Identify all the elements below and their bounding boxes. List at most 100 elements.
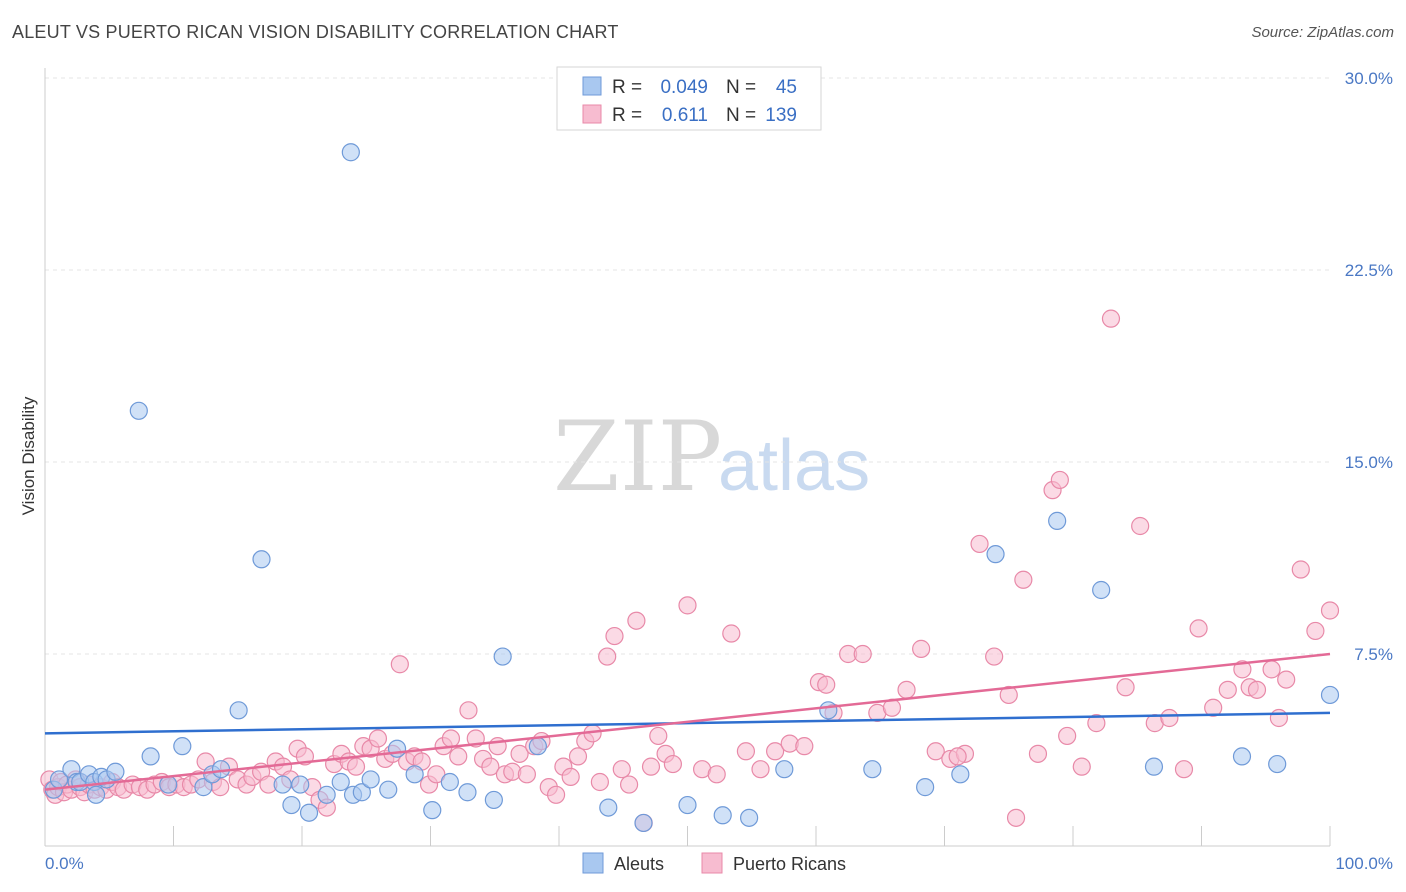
data-point-puerto-ricans <box>912 639 931 658</box>
series-puerto-ricans <box>40 309 1340 833</box>
data-point-aleuts <box>1320 685 1340 705</box>
data-point-aleuts <box>951 765 970 784</box>
data-point-aleuts <box>194 778 213 797</box>
data-point-aleuts <box>252 550 271 569</box>
data-point-puerto-ricans <box>970 534 989 554</box>
data-point-puerto-ricans <box>368 729 388 748</box>
data-point-aleuts <box>1092 580 1111 600</box>
legend-n-label: N = <box>726 105 756 126</box>
data-point-puerto-ricans <box>1174 760 1194 779</box>
data-point-puerto-ricans <box>1160 708 1179 728</box>
legend: R = 0.049 N = 45 R = 0.611 N = 139 <box>556 66 822 131</box>
data-point-puerto-ricans <box>427 765 446 784</box>
data-point-puerto-ricans <box>619 775 639 794</box>
data-point-aleuts <box>1268 754 1287 774</box>
data-point-puerto-ricans <box>1072 757 1091 776</box>
data-point-puerto-ricans <box>561 767 580 786</box>
data-point-aleuts <box>379 780 398 799</box>
data-point-aleuts <box>423 801 442 820</box>
data-point-aleuts <box>317 785 336 804</box>
x-tick-label-min: 0.0% <box>45 854 84 873</box>
data-point-puerto-ricans <box>999 685 1018 705</box>
legend-n-value: 45 <box>776 77 797 98</box>
bottom-legend-swatch <box>701 852 723 874</box>
data-point-puerto-ricans <box>985 647 1004 666</box>
data-point-puerto-ricans <box>546 785 566 804</box>
data-point-puerto-ricans <box>1269 708 1288 728</box>
data-point-puerto-ricans <box>1116 678 1135 697</box>
data-point-puerto-ricans <box>1087 714 1106 733</box>
bottom-legend-swatch <box>582 852 604 874</box>
data-point-aleuts <box>129 401 148 420</box>
data-point-aleuts <box>211 760 231 779</box>
data-point-aleuts <box>387 739 407 758</box>
data-point-aleuts <box>863 760 882 779</box>
data-point-aleuts <box>713 806 732 825</box>
data-point-puerto-ricans <box>853 644 872 664</box>
data-point-aleuts <box>1048 511 1067 530</box>
data-point-puerto-ricans <box>1189 619 1208 638</box>
data-point-puerto-ricans <box>722 624 741 643</box>
data-point-puerto-ricans <box>449 747 468 766</box>
data-point-puerto-ricans <box>1006 808 1026 827</box>
data-point-puerto-ricans <box>678 596 697 615</box>
data-point-puerto-ricans <box>481 757 500 776</box>
data-point-puerto-ricans <box>1014 570 1033 589</box>
y-axis-label: Vision Disability <box>19 396 38 515</box>
data-point-aleuts <box>458 783 477 802</box>
trend-line-puerto-ricans <box>44 652 1331 791</box>
data-point-aleuts <box>493 647 512 666</box>
data-point-puerto-ricans <box>1131 516 1150 536</box>
data-point-aleuts <box>1144 757 1164 776</box>
data-point-puerto-ricans <box>1101 309 1121 328</box>
data-point-puerto-ricans <box>707 765 726 784</box>
data-point-puerto-ricans <box>346 757 366 776</box>
bottom-legend: Aleuts Puerto Ricans <box>582 852 846 874</box>
y-tick-label: 30.0% <box>1345 69 1393 88</box>
data-point-puerto-ricans <box>459 701 478 720</box>
data-point-aleuts <box>405 765 424 784</box>
legend-swatch <box>582 104 602 124</box>
y-tick-label: 15.0% <box>1345 453 1393 472</box>
data-point-puerto-ricans <box>663 754 682 774</box>
data-point-puerto-ricans <box>612 760 631 779</box>
watermark-zip: ZIP <box>553 401 722 513</box>
x-tick-label-max: 100.0% <box>1335 854 1393 873</box>
data-point-aleuts <box>273 775 292 794</box>
data-point-puerto-ricans <box>1028 744 1048 763</box>
data-point-aleuts <box>484 790 503 810</box>
data-point-puerto-ricans <box>766 742 785 761</box>
data-point-aleuts <box>819 701 838 720</box>
data-point-puerto-ricans <box>1306 621 1325 641</box>
chart-title: ALEUT VS PUERTO RICAN VISION DISABILITY … <box>12 22 619 42</box>
bottom-legend-label: Aleuts <box>614 854 664 874</box>
data-point-aleuts <box>86 785 106 804</box>
data-point-puerto-ricans <box>641 757 661 776</box>
data-point-aleuts <box>299 803 319 822</box>
data-point-puerto-ricans <box>897 680 916 699</box>
data-point-aleuts <box>331 772 350 792</box>
data-point-puerto-ricans <box>598 647 617 666</box>
data-point-puerto-ricans <box>926 742 945 761</box>
data-point-aleuts <box>291 775 310 794</box>
data-point-aleuts <box>634 813 653 833</box>
data-point-puerto-ricans <box>1262 660 1281 679</box>
data-point-puerto-ricans <box>1277 670 1296 689</box>
data-point-puerto-ricans <box>948 747 967 766</box>
legend-n-label: N = <box>726 77 756 98</box>
data-point-puerto-ricans <box>590 772 609 792</box>
data-point-puerto-ricans <box>1233 660 1252 679</box>
data-point-aleuts <box>341 143 360 162</box>
data-point-aleuts <box>528 737 547 756</box>
data-point-aleuts <box>229 701 248 720</box>
data-point-puerto-ricans <box>568 747 588 766</box>
data-point-puerto-ricans <box>817 675 836 694</box>
data-point-puerto-ricans <box>649 726 668 746</box>
data-point-aleuts <box>159 775 178 794</box>
legend-r-value: 0.049 <box>660 77 708 98</box>
data-point-puerto-ricans <box>1058 726 1077 746</box>
y-tick-label: 22.5% <box>1345 261 1393 280</box>
legend-swatch <box>582 76 602 96</box>
data-point-aleuts <box>678 795 697 815</box>
